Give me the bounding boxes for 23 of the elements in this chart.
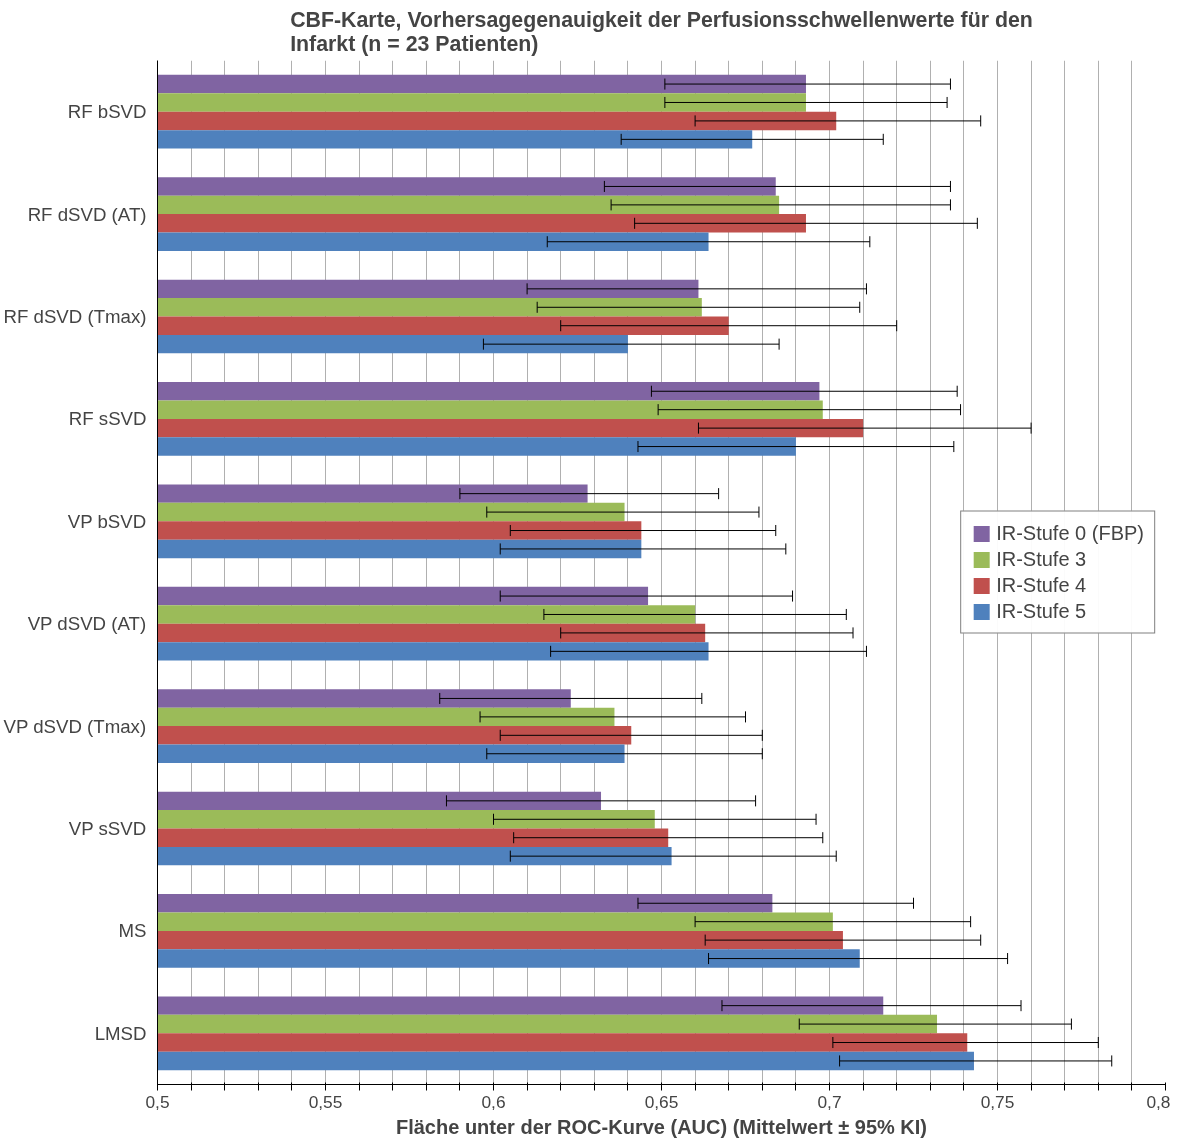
legend-label: IR-Stufe 4 [996,573,1087,597]
legend-label: IR-Stufe 3 [996,547,1087,571]
x-tick-label: 0,8 [1146,1091,1171,1112]
y-tick-label: RF bSVD [67,101,147,123]
x-tick-label: 0,55 [308,1091,343,1112]
x-tick-label: 0,7 [817,1091,842,1112]
x-tick-label: 0,6 [481,1091,506,1112]
y-tick-label: VP sSVD [68,818,147,839]
y-tick-label: VP dSVD (Tmax) [3,715,147,737]
y-tick-label: LMSD [94,1022,147,1044]
y-tick-label: MS [118,920,147,942]
x-axis-title: Fläche unter der ROC-Kurve (AUC) (Mittelwert ± 95% KI) [395,1115,928,1138]
y-tick-label: VP dSVD (AT) [27,613,147,635]
x-tick-label: 0,65 [644,1091,679,1112]
y-tick-label: RF sSVD [68,408,147,430]
legend-label: IR-Stufe 0 (FBP) [996,521,1144,545]
y-tick-label: RF dSVD (Tmax) [3,306,147,327]
y-tick-label: VP bSVD [67,510,147,532]
y-tick-label: RF dSVD (AT) [27,203,147,225]
legend-label: IR-Stufe 5 [996,599,1087,623]
x-tick-label: 0,75 [980,1091,1015,1112]
x-tick-label: 0,5 [145,1091,170,1112]
chart-title: CBF-Karte, Vorhersagegenauigkeit der Perfusionsschwellenwerte für den Infarkt (n = 23 Patienten) [290,7,1033,56]
